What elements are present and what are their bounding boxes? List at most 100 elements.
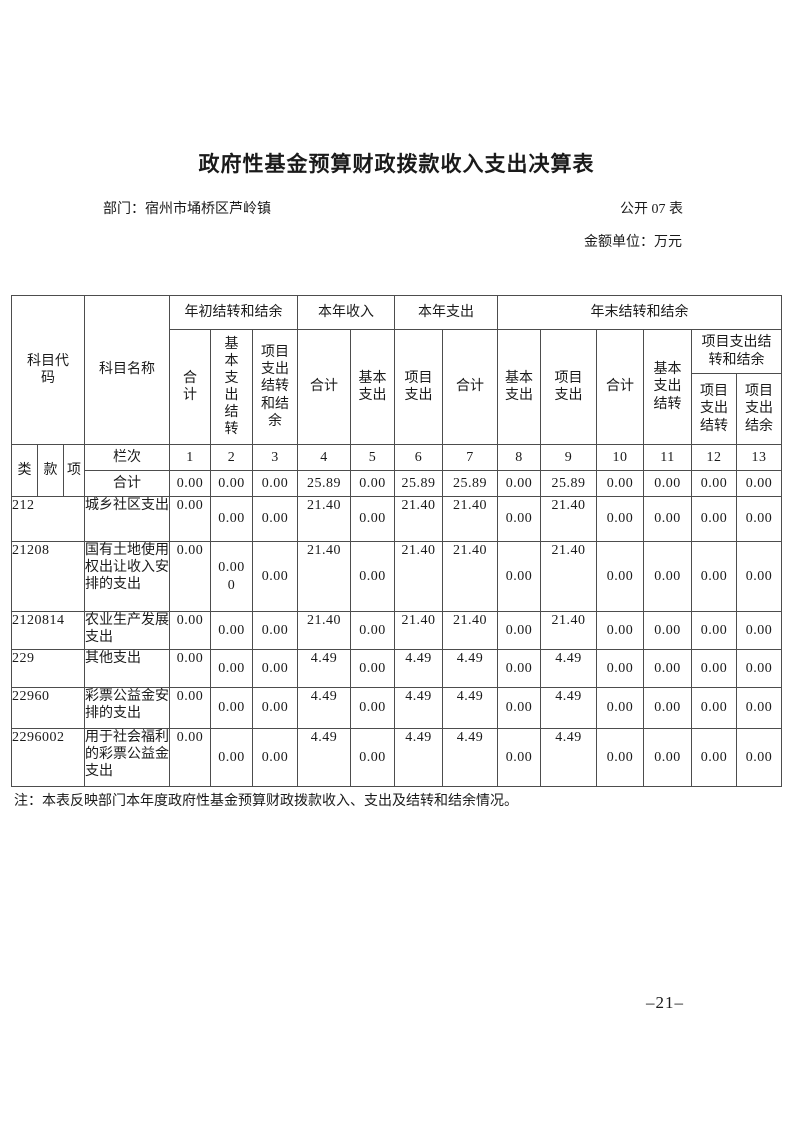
value-cell: 4.49	[540, 687, 598, 729]
subject-code-cell: 2120814	[10, 611, 86, 650]
total-value: 25.89	[540, 470, 598, 497]
subject-name-cell: 其他支出	[84, 649, 171, 688]
value-cell: 0.00	[691, 541, 738, 612]
subject-code-cell: 21208	[10, 541, 86, 612]
value-cell: 4.49	[394, 649, 444, 688]
header-code-class: 类	[11, 444, 38, 497]
col-number: 9	[540, 444, 598, 471]
value-cell: 0.00	[691, 649, 738, 688]
value-cell: 0.00	[210, 687, 254, 729]
value-cell: 0.00	[596, 496, 645, 542]
value-cell: 0.00	[252, 687, 299, 729]
value-cell: 4.49	[442, 728, 499, 787]
value-cell: 0.00	[596, 649, 645, 688]
value-cell: 4.49	[540, 649, 598, 688]
header-col-3: 项目 支出 结转 和结 余	[252, 329, 299, 445]
total-value: 25.89	[442, 470, 499, 497]
value-cell: 21.40	[297, 541, 352, 612]
total-value: 0.00	[497, 470, 542, 497]
value-cell: 21.40	[394, 496, 444, 542]
header-group-row: 科目代 码 科目名称 年初结转和结余 本年收入 本年支出 年末结转和结余	[10, 295, 783, 445]
value-cell: 0.00	[252, 728, 299, 787]
value-cell: 21.40	[394, 541, 444, 612]
header-code-item: 项	[62, 444, 86, 497]
table-code-label: 公开 07 表	[620, 202, 683, 217]
value-cell: 21.40	[442, 496, 499, 542]
value-cell: 4.49	[442, 687, 499, 729]
subject-code-cell: 212	[10, 496, 86, 542]
subject-name-cell: 农业生产发展支出	[84, 611, 171, 650]
value-cell: 4.49	[394, 687, 444, 729]
col-number: 4	[297, 444, 352, 471]
value-cell: 0.00	[497, 541, 542, 612]
header-col-12: 项目 支出 结转	[691, 373, 738, 445]
subject-name-cell: 城乡社区支出	[84, 496, 171, 542]
value-cell: 21.40	[540, 541, 598, 612]
page-number: –21–	[646, 993, 684, 1012]
value-cell: 0.00	[252, 649, 299, 688]
value-cell: 0.00	[691, 728, 738, 787]
value-cell: 0.00	[497, 728, 542, 787]
subject-code-cell: 229	[10, 649, 86, 688]
header-subject-name: 科目名称	[84, 295, 171, 445]
department-label: 部门：宿州市埇桥区芦岭镇	[103, 202, 271, 217]
col-number: 10	[596, 444, 645, 471]
value-cell: 0.00	[350, 649, 396, 688]
total-value: 0.00	[252, 470, 299, 497]
value-cell: 21.40	[442, 611, 499, 650]
table-row: 212 城乡社区支出 0.00 0.00 0.00 21.40 0.00 21.…	[10, 496, 783, 542]
header-col-8: 基本 支出	[497, 329, 542, 445]
header-col-11: 基本 支出 结转	[643, 329, 693, 445]
table-row: 2120814 农业生产发展支出 0.00 0.00 0.00 21.40 0.…	[10, 611, 783, 650]
subject-name-cell: 国有土地使用权出让收入安排的支出	[84, 541, 171, 612]
col-number: 1	[169, 444, 212, 471]
value-cell: 0.00	[350, 496, 396, 542]
header-col-6: 项目 支出	[394, 329, 444, 445]
value-cell: 4.49	[540, 728, 598, 787]
col-number: 11	[643, 444, 693, 471]
col-number: 7	[442, 444, 499, 471]
meta-row: 部门：宿州市埇桥区芦岭镇 公开 07 表	[103, 198, 683, 218]
value-cell: 0.00	[497, 611, 542, 650]
total-value: 25.89	[394, 470, 444, 497]
fund-budget-table: 科目代 码 科目名称 年初结转和结余 本年收入 本年支出 年末结转和结余 合 计…	[10, 295, 783, 787]
total-row: 合计 0.00 0.00 0.00 25.89 0.00 25.89 25.89…	[12, 470, 783, 497]
col-number: 12	[691, 444, 738, 471]
value-cell: 0.00	[596, 611, 645, 650]
page-title: 政府性基金预算财政拨款收入支出决算表	[198, 152, 595, 176]
col-number: 6	[394, 444, 444, 471]
total-value: 25.89	[297, 470, 352, 497]
value-cell: 4.49	[297, 687, 352, 729]
table-row: 22960 彩票公益金安排的支出 0.00 0.00 0.00 4.49 0.0…	[10, 687, 783, 729]
header-group-expense: 本年支出	[394, 295, 499, 330]
value-cell: 0.00	[252, 541, 299, 612]
table-row: 2296002 用于社会福利的彩票公益金支出 0.00 0.00 0.00 4.…	[10, 728, 783, 787]
rank-label: 栏次	[84, 444, 171, 471]
unit-row: 金额单位：万元	[0, 231, 682, 251]
value-cell: 0.00	[169, 541, 212, 612]
col-number: 2	[210, 444, 254, 471]
total-value: 0.00	[596, 470, 645, 497]
col-number: 13	[736, 444, 783, 471]
value-cell: 0.00	[643, 728, 693, 787]
header-group-end-year-project: 项目支出结 转和结余	[691, 329, 783, 374]
col-number: 8	[497, 444, 542, 471]
value-cell: 0.00	[210, 611, 254, 650]
value-cell: 21.40	[394, 611, 444, 650]
value-cell: 0.00	[736, 496, 783, 542]
value-cell: 0.00	[736, 649, 783, 688]
value-cell: 4.49	[394, 728, 444, 787]
value-cell: 0.00	[350, 687, 396, 729]
header-col-10: 合计	[596, 329, 645, 445]
total-value: 0.00	[169, 470, 212, 497]
value-cell: 4.49	[442, 649, 499, 688]
value-cell: 0.00	[497, 687, 542, 729]
total-value: 0.00	[643, 470, 693, 497]
value-cell: 0.00	[169, 611, 212, 650]
value-cell: 0.00	[169, 649, 212, 688]
value-cell: 0.00	[691, 496, 738, 542]
value-cell: 0.00	[736, 728, 783, 787]
header-subsub-row: 项目 支出 结转 项目 支出 结余	[12, 373, 783, 445]
value-cell: 0.00	[643, 687, 693, 729]
value-cell: 4.49	[297, 728, 352, 787]
